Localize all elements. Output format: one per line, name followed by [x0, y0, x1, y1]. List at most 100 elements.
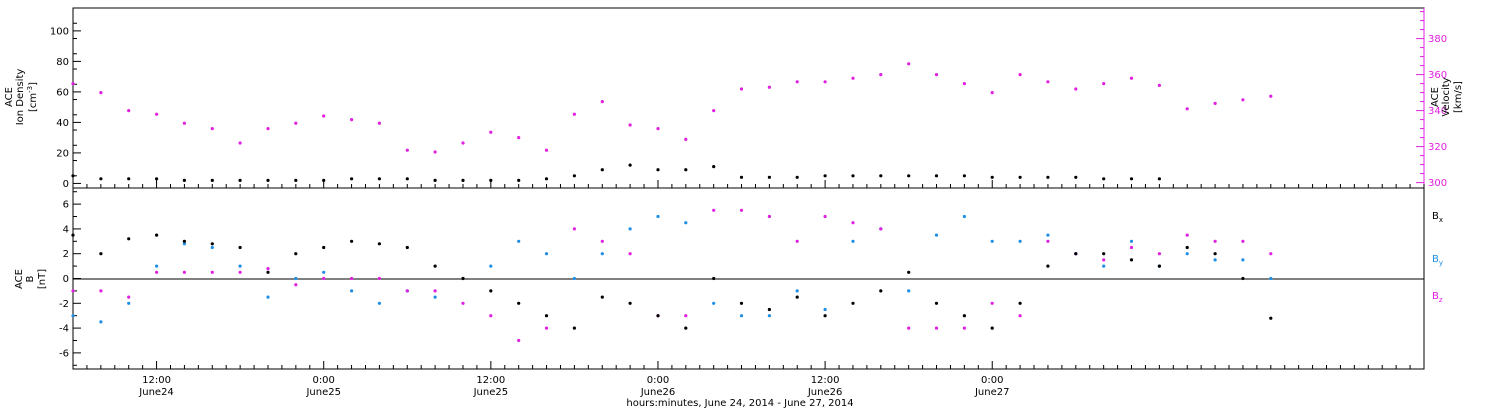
density-point	[266, 178, 270, 182]
bz-point	[739, 208, 744, 212]
velocity-point	[1269, 94, 1273, 98]
bx-point	[1213, 252, 1217, 256]
by-point	[294, 276, 298, 281]
bx-point	[934, 301, 939, 305]
density-point	[962, 174, 967, 178]
velocity-point	[377, 121, 381, 125]
bz-point	[210, 270, 214, 274]
density-point	[684, 168, 688, 172]
by-point	[433, 295, 437, 299]
bottom-left-axis: -6 -4 -2 0 2 4 6	[59, 191, 81, 366]
by-point	[990, 239, 994, 243]
bx-point	[1269, 316, 1273, 320]
velocity-point	[767, 85, 772, 89]
density-point	[377, 177, 381, 181]
by-point	[962, 214, 967, 219]
legend-bz: Bz	[1432, 291, 1443, 304]
velocity-point	[1018, 73, 1022, 77]
by-point	[127, 301, 131, 305]
bz-point	[1046, 239, 1050, 243]
bz-point	[600, 239, 604, 243]
x-tick-date: June26	[640, 387, 676, 398]
bx-point	[71, 233, 75, 237]
bz-point	[461, 301, 465, 305]
bz-point	[767, 214, 772, 219]
velocity-point	[656, 127, 660, 131]
bz-point	[1241, 239, 1245, 243]
velocity-point	[433, 150, 437, 154]
density-point	[628, 163, 632, 167]
bx-point	[600, 295, 604, 299]
legend-bx: Bx	[1432, 211, 1443, 224]
bz-point	[405, 289, 409, 293]
top-panel-frame	[72, 7, 1425, 189]
by-point	[628, 227, 632, 231]
bx-point	[350, 239, 354, 243]
velocity-series	[71, 62, 1273, 154]
y-tick-label: 20	[56, 148, 69, 159]
velocity-point	[1129, 76, 1134, 80]
bx-point	[1185, 245, 1189, 250]
by-point	[1018, 239, 1022, 243]
density-point	[461, 178, 465, 182]
density-point	[405, 177, 409, 181]
by-point	[795, 289, 799, 293]
density-point	[182, 178, 186, 182]
x-axis: 12:00June240:00June2512:00June250:00June…	[72, 180, 1425, 398]
bz-point	[1157, 252, 1161, 256]
velocity-point	[934, 73, 939, 77]
bx-point	[907, 270, 911, 274]
density-point	[489, 178, 493, 182]
top-right-axis: 300 320 340 360 380	[1416, 8, 1447, 189]
velocity-point	[544, 148, 549, 152]
bx-point	[879, 289, 883, 293]
density-point	[656, 168, 660, 172]
y-tick-label: 0	[63, 179, 69, 190]
y2-tick-label: 340	[1428, 106, 1447, 117]
bx-point	[377, 242, 381, 246]
bz-point	[990, 301, 994, 305]
bx-point	[1241, 276, 1245, 281]
y-tick-label: 80	[56, 57, 69, 68]
density-point	[712, 165, 716, 169]
x-tick-date: June26	[807, 387, 843, 398]
density-point	[1102, 177, 1106, 181]
bz-point	[962, 326, 967, 330]
bx-point	[628, 301, 632, 305]
bx-point	[294, 252, 298, 256]
density-point	[823, 174, 827, 178]
bx-point	[238, 245, 242, 250]
velocity-point	[572, 112, 577, 116]
top-ylabel-unit-text: [cm	[28, 93, 39, 112]
bz-point	[628, 252, 632, 256]
top-ylabel-line2: Ion Density	[15, 69, 26, 126]
velocity-point	[684, 137, 688, 141]
velocity-point	[628, 123, 632, 127]
velocity-point	[600, 100, 604, 104]
velocity-point	[322, 114, 326, 118]
bx-point	[712, 276, 716, 281]
density-point	[1157, 177, 1161, 181]
bx-point	[182, 239, 186, 243]
density-point	[294, 178, 298, 182]
bz-point	[1185, 233, 1189, 237]
bz-point	[155, 270, 159, 274]
velocity-point	[1074, 87, 1078, 91]
bz-point	[294, 283, 298, 287]
by-point	[238, 264, 242, 268]
by-point	[155, 264, 159, 268]
bz-point	[71, 289, 75, 293]
density-point	[1018, 175, 1022, 179]
velocity-point	[739, 87, 744, 91]
velocity-point	[1213, 101, 1217, 105]
by-series	[71, 214, 1273, 324]
bottom-ylabel-line2: B	[25, 275, 36, 282]
velocity-point	[990, 91, 994, 95]
legend-bz-sub: z	[1439, 296, 1443, 304]
bz-point	[1018, 314, 1022, 318]
bx-point	[795, 295, 799, 299]
density-series	[71, 163, 1161, 182]
density-point	[517, 178, 521, 182]
b-tick-label: 6	[63, 200, 69, 211]
